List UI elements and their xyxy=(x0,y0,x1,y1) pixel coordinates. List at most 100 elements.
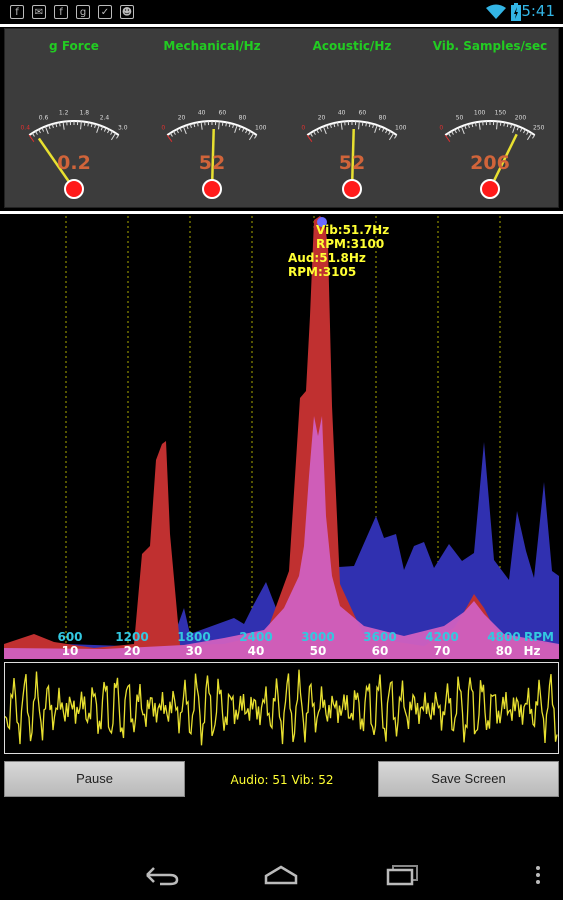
gauge-panel: g Force 0.4 0.6 1.2 1.8 2.4 3.0 0.2 Mechanical/H… xyxy=(4,28,559,208)
battery-icon xyxy=(511,3,521,21)
gauge-tick xyxy=(451,130,454,135)
gauge-tick xyxy=(378,126,382,131)
gauge-tick xyxy=(503,122,506,127)
gauge-tick xyxy=(306,134,313,142)
gauge-tick-label: 100 xyxy=(255,124,267,131)
rpm-tick-label: 2400 xyxy=(239,630,272,644)
gauge-tick xyxy=(176,129,179,134)
gauge-tick xyxy=(166,134,173,142)
gauge-tick-label: 100 xyxy=(395,124,407,131)
gauge-tick xyxy=(100,126,104,131)
vib-peak-label: Vib:51.7Hz xyxy=(316,223,389,237)
gauge-tick xyxy=(248,132,255,141)
gauge-tick xyxy=(368,123,371,128)
gauge-tick-label: 1.2 xyxy=(59,110,69,117)
gauge-tick xyxy=(110,132,117,141)
gauge-tick xyxy=(48,125,51,130)
gauge-tick-label: 200 xyxy=(515,115,527,122)
gauge-needle xyxy=(37,137,76,190)
gauge-tick xyxy=(510,123,513,129)
gauge-title: Mechanical/Hz xyxy=(163,39,261,53)
gauge-tick xyxy=(51,123,54,129)
gauge-tick xyxy=(374,125,378,133)
gauge-needle xyxy=(350,128,355,190)
gauge-tick xyxy=(322,126,327,135)
hz-tick-label: 50 xyxy=(310,644,327,658)
gauge-tick-label: 0 xyxy=(301,124,305,131)
save-screen-button[interactable]: Save Screen xyxy=(378,761,559,797)
gauge-tick xyxy=(228,123,231,128)
gauge-tick-label: 40 xyxy=(198,110,206,117)
gauge-tick xyxy=(454,129,457,134)
overflow-menu-icon[interactable] xyxy=(534,865,542,885)
waveform-graph xyxy=(4,662,559,754)
gauge-tick xyxy=(532,134,536,139)
overlap-spectrum xyxy=(4,416,559,659)
gauge-title: g Force xyxy=(49,39,99,53)
gauge-tick-label: 2.4 xyxy=(100,115,110,122)
gauge-tick-label: 100 xyxy=(474,110,486,117)
rpm-unit-label: RPM xyxy=(524,630,554,644)
navigation-bar xyxy=(0,850,563,900)
back-icon[interactable] xyxy=(144,864,180,886)
home-icon[interactable] xyxy=(263,864,299,886)
clock: 5:41 xyxy=(521,2,555,20)
gauge-tick-label: 0.6 xyxy=(39,115,49,122)
gauge-tick xyxy=(474,122,477,127)
gauge-tick xyxy=(80,121,82,130)
gplus-notification-icon: g xyxy=(76,5,90,19)
gauge-tick xyxy=(90,123,93,128)
gauge-tick-label: 0 xyxy=(161,124,165,131)
status-bar: f ✉ f g ✓ ☻ 5:41 xyxy=(0,0,563,24)
divider xyxy=(0,211,563,214)
gauge-tick xyxy=(519,127,523,132)
gauge-title: Vib. Samples/sec xyxy=(432,39,548,53)
gauge-needle xyxy=(488,133,518,190)
gauge-tick xyxy=(388,132,395,141)
pause-button[interactable]: Pause xyxy=(4,761,185,797)
hz-tick-label: 60 xyxy=(372,644,389,658)
gauge-tick xyxy=(444,134,451,142)
recents-icon[interactable] xyxy=(385,864,421,886)
hz-tick-label: 20 xyxy=(124,644,141,658)
gauge-hub xyxy=(202,179,222,199)
waveform-svg xyxy=(4,669,558,746)
gauge-dial: 0 20 40 60 80 100 xyxy=(161,110,267,199)
gauge-tick xyxy=(196,122,199,127)
gauge-tick xyxy=(186,125,189,130)
gauge-tick xyxy=(107,129,110,134)
gauge-tick xyxy=(329,123,332,129)
gauge-tick-label: 60 xyxy=(359,110,367,117)
gauge-tick xyxy=(94,123,97,129)
gauge-tick xyxy=(516,126,520,131)
gauge-tick-label: 0.4 xyxy=(20,124,30,131)
gauge-tick-label: 1.8 xyxy=(80,110,90,117)
gauge-tick-label: 80 xyxy=(239,115,247,122)
gauge-needle xyxy=(210,128,215,190)
hz-tick-label: 80 xyxy=(496,644,513,658)
rpm-tick-label: 3600 xyxy=(363,630,396,644)
gauge-tick xyxy=(241,127,245,132)
gauge-tick xyxy=(526,130,529,135)
gauge-tick xyxy=(83,121,86,126)
gauge-tick xyxy=(309,132,313,137)
gauge-tick xyxy=(385,129,388,134)
gauge-tick xyxy=(388,130,391,135)
gauge-tick xyxy=(361,121,364,126)
gauge-tick xyxy=(35,130,38,135)
facebook-notification-icon: f xyxy=(10,5,24,19)
gauge-tick-label: 3.0 xyxy=(118,124,128,131)
gauge-tick xyxy=(523,129,526,134)
gauge-tick xyxy=(189,123,192,129)
vibration-spectrum xyxy=(4,442,559,659)
wifi-icon xyxy=(486,4,506,19)
gauge-dial: 0 50 100 150 200 250 xyxy=(439,110,545,199)
spectrum-graph[interactable]: Vib:51.7Hz RPM:3100 Aud:51.8Hz RPM:3105 600 1… xyxy=(4,216,559,659)
gauge-tick xyxy=(218,121,220,130)
frequency-readout: Audio: 51 Vib: 52 xyxy=(230,773,334,787)
gauge-tick xyxy=(55,123,58,128)
aud-rpm-label: RPM:3105 xyxy=(288,265,356,279)
control-bar: Pause Audio: 51 Vib: 52 Save Screen xyxy=(0,757,563,802)
gauge-tick xyxy=(103,127,107,132)
rpm-tick-label: 4200 xyxy=(425,630,458,644)
